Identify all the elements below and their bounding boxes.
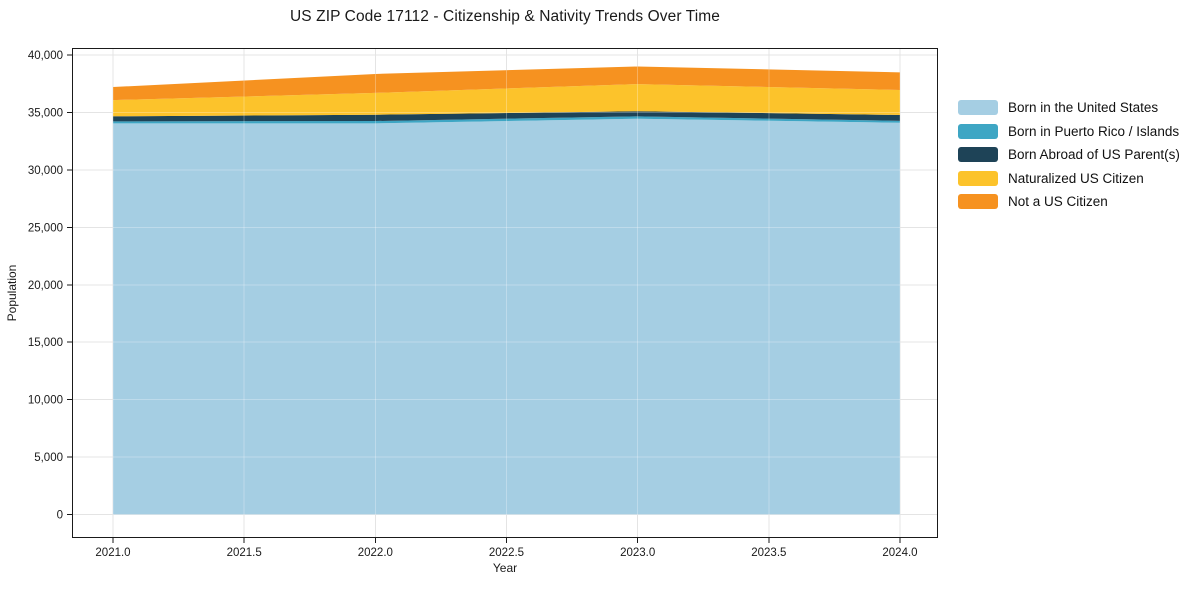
x-tick-label: 2022.0 (358, 547, 393, 559)
plot-frame (72, 48, 938, 538)
y-tick-label: 20,000 (28, 280, 63, 292)
legend-swatch-not-a-us-citizen (958, 194, 998, 209)
area-born-abroad-of-us-parent-s (113, 111, 900, 122)
y-tick-label: 25,000 (28, 222, 63, 234)
y-tick-label: 30,000 (28, 165, 63, 177)
legend-item: Born Abroad of US Parent(s) (958, 147, 1180, 162)
legend: Born in the United States Born in Puerto… (958, 100, 1180, 218)
legend-item: Born in the United States (958, 100, 1180, 115)
x-tick-label: 2023.5 (751, 547, 786, 559)
y-tick-label: 15,000 (28, 337, 63, 349)
y-tick-label: 10,000 (28, 395, 63, 407)
tick-marks (67, 54, 901, 543)
y-tick-label: 35,000 (28, 107, 63, 119)
legend-label: Naturalized US Citizen (1008, 170, 1144, 186)
legend-label: Born in the United States (1008, 100, 1159, 115)
x-axis-label: Year (493, 561, 517, 575)
y-axis-label: Population (5, 265, 19, 322)
legend-swatch-naturalized-us-citizen (958, 170, 998, 186)
stacked-areas (113, 66, 900, 515)
area-born-in-the-united-states (113, 118, 900, 515)
x-axis-tick-labels: 2021.0 2021.5 2022.0 2022.5 2023.0 2023.5 2024… (95, 547, 917, 559)
legend-item: Not a US Citizen (958, 194, 1180, 209)
y-tick-label: 0 (57, 510, 63, 522)
x-tick-label: 2021.0 (95, 547, 130, 559)
legend-swatch-born-in-the-united-states (958, 100, 998, 115)
x-tick-label: 2022.5 (489, 547, 524, 559)
y-tick-label: 40,000 (28, 50, 63, 62)
legend-item: Naturalized US Citizen (958, 170, 1180, 186)
area-not-a-us-citizen (113, 66, 900, 101)
gridlines-overlay (113, 66, 900, 515)
chart-title: US ZIP Code 17112 - Citizenship & Nativi… (289, 8, 721, 25)
area-naturalized-us-citizen (113, 84, 900, 117)
legend-swatch-born-in-puerto-rico-islands (958, 123, 998, 139)
x-tick-label: 2023.0 (620, 547, 655, 559)
y-axis-tick-labels: 0 5,000 10,000 15,000 20,000 25,000 30,000 35,0… (28, 50, 63, 522)
x-tick-label: 2021.5 (227, 547, 262, 559)
legend-swatch-born-abroad-of-us-parents (958, 147, 998, 162)
legend-label: Not a US Citizen (1008, 194, 1108, 209)
y-tick-label: 5,000 (34, 452, 63, 464)
area-born-in-puerto-rico-islands (113, 116, 900, 124)
legend-label: Born in Puerto Rico / Islands (1008, 123, 1180, 139)
legend-item: Born in Puerto Rico / Islands (958, 123, 1180, 139)
x-tick-label: 2024.0 (882, 547, 917, 559)
legend-label: Born Abroad of US Parent(s) (1008, 147, 1180, 162)
